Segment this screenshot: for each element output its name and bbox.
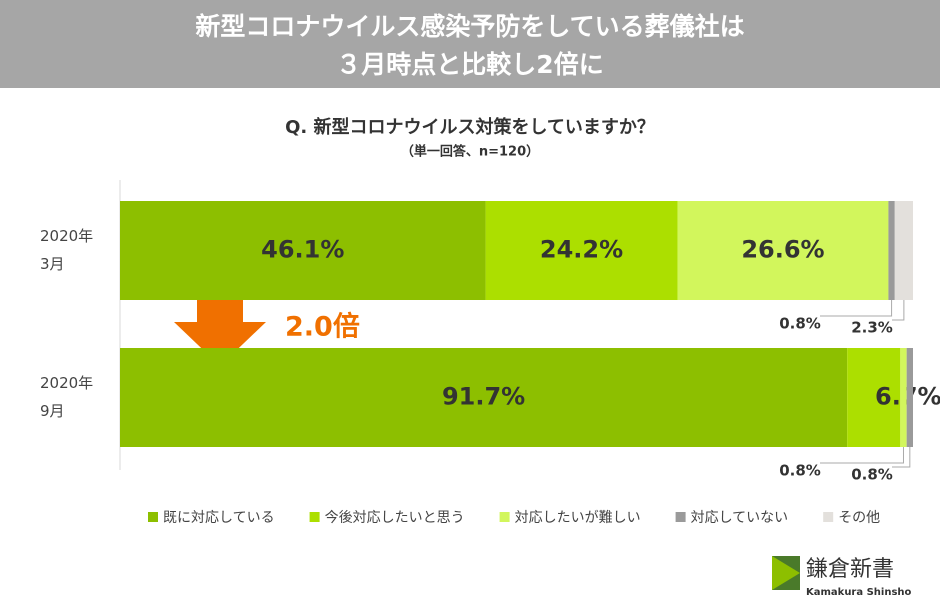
legend-swatch: [309, 512, 320, 522]
bar-segment: [677, 201, 889, 300]
chart-title: 新型コロナウイルス感染予防をしている葬儀社は: [195, 12, 744, 41]
bar-segment: [485, 201, 678, 300]
leader-line: [820, 447, 904, 464]
legend-swatch: [675, 512, 686, 522]
leader-line: [892, 300, 905, 321]
value-label: 46.1%: [261, 236, 344, 264]
logo-name: 鎌倉新書: [806, 557, 894, 582]
annotation: 2.0倍: [285, 311, 360, 343]
legend-swatch: [823, 512, 834, 522]
note: （単一回答、n=120）: [401, 144, 539, 160]
bar-segment: [120, 201, 486, 300]
value-label: 0.8%: [851, 466, 893, 484]
bar-segment: [894, 201, 913, 300]
value-label: 91.7%: [442, 383, 525, 411]
legend-label: 対応していない: [691, 510, 789, 526]
bar-segment: [906, 348, 913, 447]
value-label: 2.3%: [851, 319, 893, 337]
arrow: [174, 282, 266, 366]
leader-line: [820, 300, 893, 317]
chart-title: ３月時点と比較し2倍に: [336, 50, 603, 79]
value-label: 24.2%: [540, 236, 623, 264]
legend-label: 既に対応している: [163, 510, 275, 526]
value-label: 26.6%: [741, 236, 824, 264]
bar-segment: [900, 348, 907, 447]
leader-line: [892, 447, 911, 468]
logo-romaji: Kamakura Shinsho: [806, 587, 912, 598]
title-band: [0, 0, 940, 88]
logo-icon: [772, 556, 800, 590]
bar-segment: [847, 348, 901, 447]
legend-label: 対応したいが難しい: [515, 510, 641, 526]
value-label: 0.8%: [779, 315, 821, 333]
legend-swatch: [148, 512, 158, 522]
y-tick-label: 9月: [40, 402, 65, 420]
subtitle: Q. 新型コロナウイルス対策をしていますか？: [285, 116, 655, 138]
bar-segment: [888, 201, 895, 300]
value-label: 0.8%: [779, 462, 821, 480]
legend-label: 今後対応したいと思う: [325, 510, 465, 526]
legend-label: その他: [838, 510, 880, 526]
legend-swatch: [499, 512, 510, 522]
y-tick-label: 2020年: [40, 374, 93, 392]
y-tick-label: 3月: [40, 255, 65, 273]
bar-segment: [120, 348, 848, 447]
y-tick-label: 2020年: [40, 227, 93, 245]
